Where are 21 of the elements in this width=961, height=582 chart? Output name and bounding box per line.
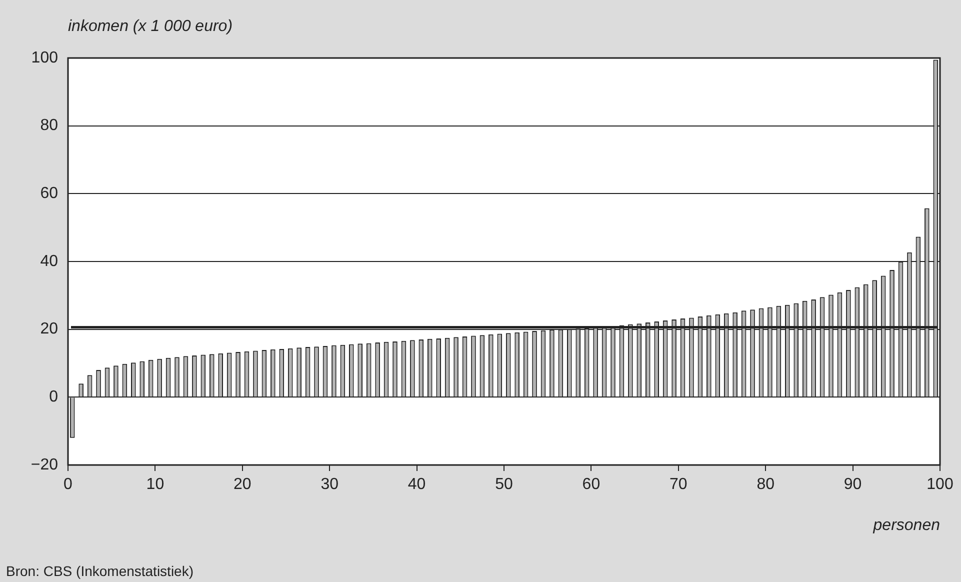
x-tick-label: 60 [582, 476, 600, 494]
x-tick-label: 40 [408, 476, 426, 494]
text: Bron: CBS (Inkomenstatistiek) [6, 563, 194, 579]
y-tick-label: −20 [30, 456, 58, 474]
y-tick-label: 60 [40, 185, 58, 202]
y-tick-label: 100 [31, 49, 58, 66]
y-tick-label: 40 [40, 252, 58, 270]
x-tick-label: 30 [320, 476, 339, 494]
x-tick-label: 0 [64, 476, 73, 494]
x-tick-label: 100 [926, 476, 954, 494]
x-tick-label: 10 [146, 476, 164, 494]
y-tick-label: 80 [40, 117, 58, 134]
y-axis-title: inkomen (x 1 000 euro) [68, 18, 233, 35]
y-tick-label: 20 [40, 320, 58, 338]
x-tick-label: 90 [844, 476, 862, 494]
x-tick-label: 80 [756, 476, 775, 494]
x-tick-label: 70 [670, 476, 688, 494]
y-tick-label: 0 [49, 388, 58, 406]
x-axis-title: personen [872, 517, 940, 534]
x-tick-label: 20 [234, 476, 252, 494]
x-tick-label: 50 [495, 476, 513, 494]
